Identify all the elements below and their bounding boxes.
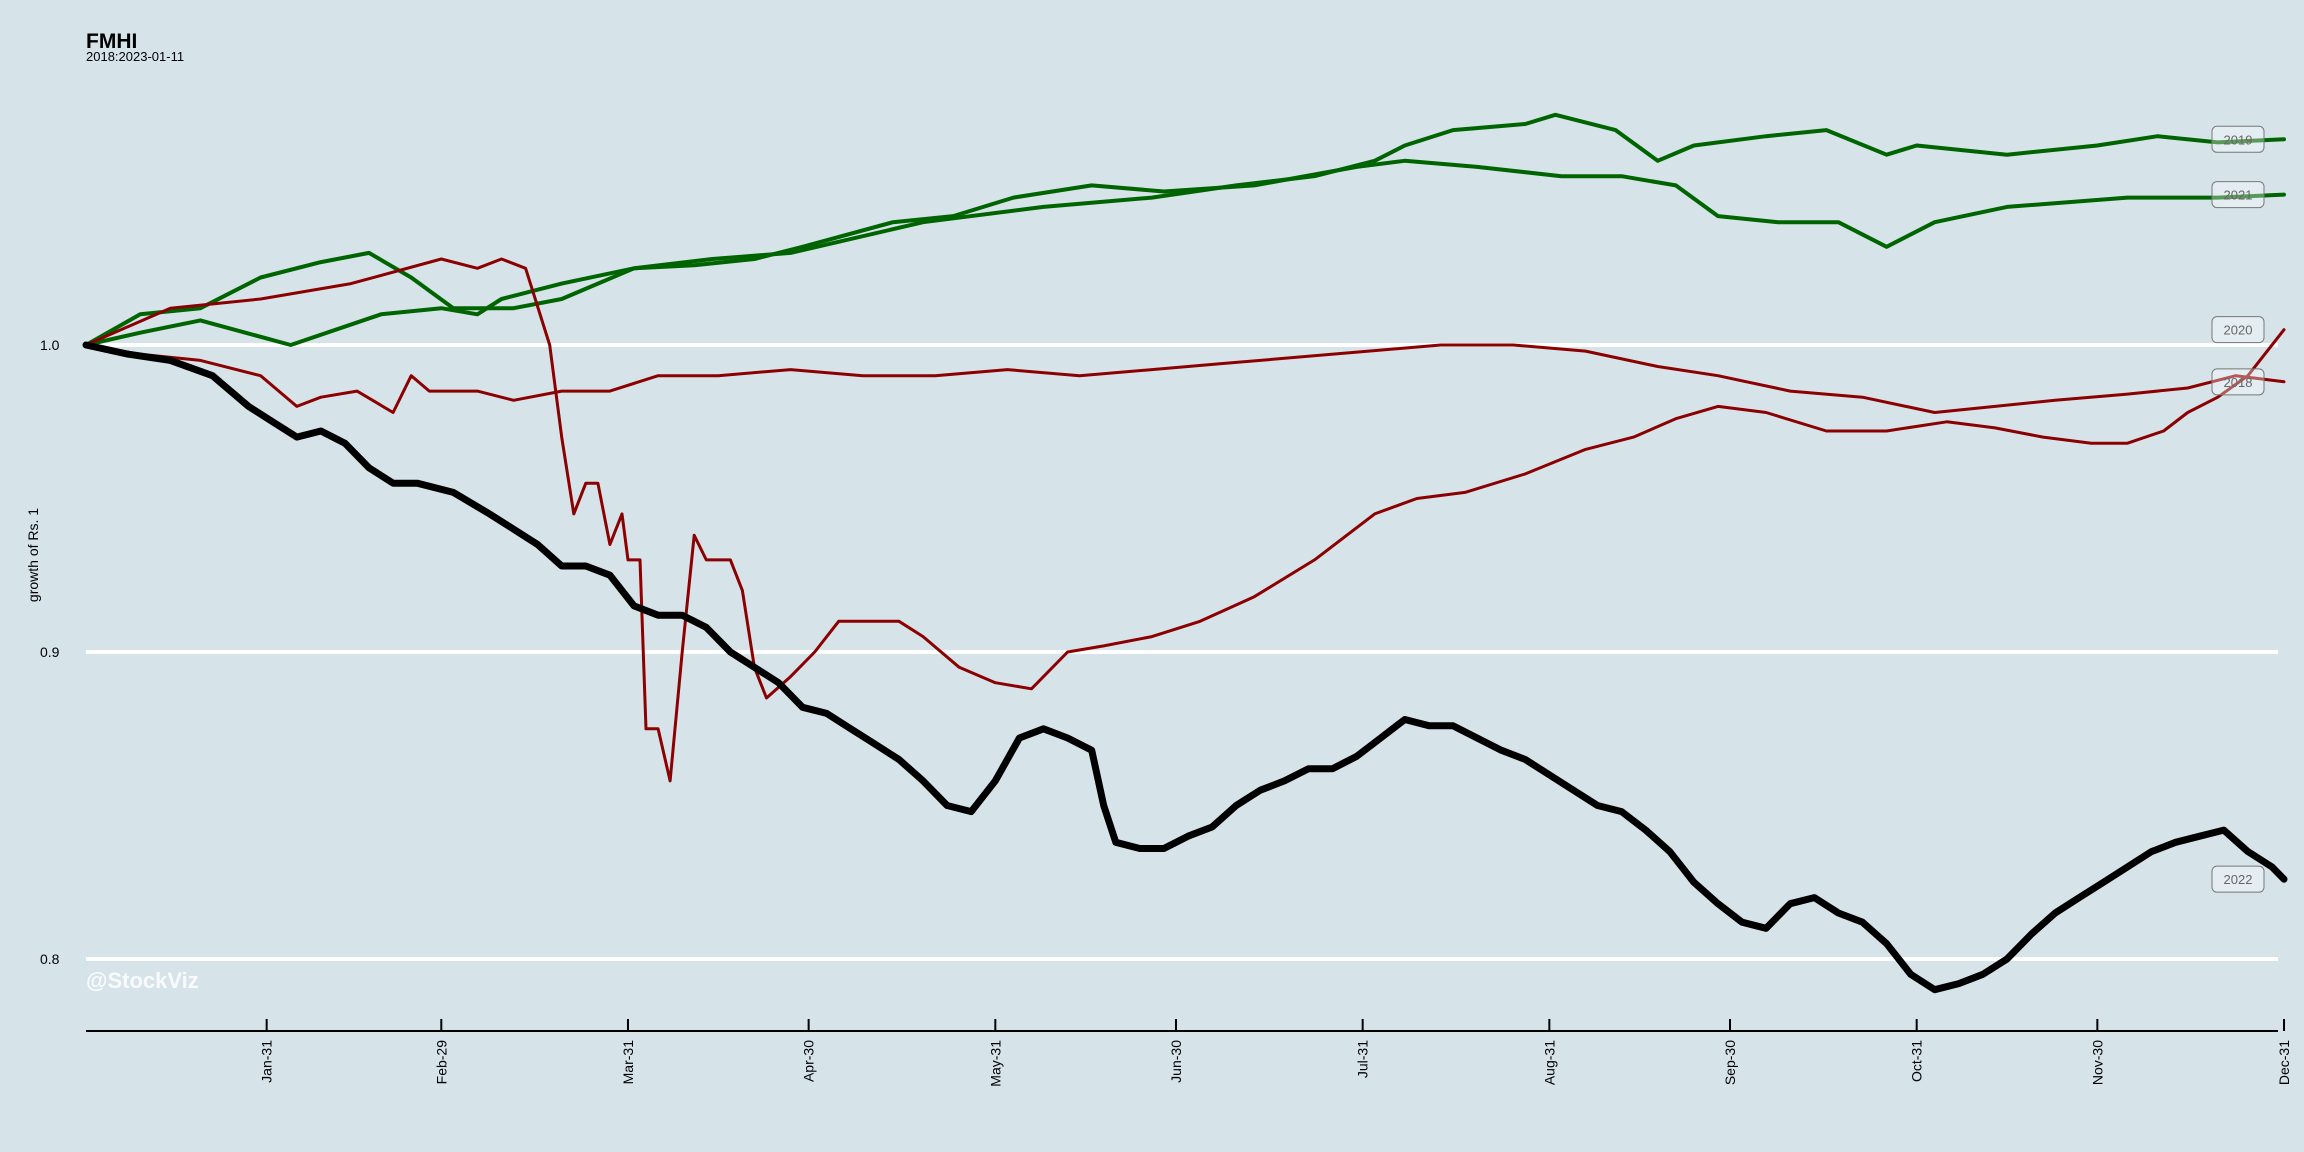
- series-label-2018: 2018: [2211, 368, 2265, 396]
- x-axis-ticks: Jan-31 Feb-29 Mar-31 Apr-30 May-31 Jun-30 Jul-…: [259, 1019, 2292, 1087]
- chart-subtitle: 2018:2023-01-11: [86, 49, 184, 64]
- series-label-text: 2018: [2224, 375, 2253, 390]
- x-tick-label: Sep-30: [1722, 1040, 1738, 1085]
- series-label-2019: 2019: [2211, 125, 2265, 153]
- series-line-2022: [82, 341, 2288, 994]
- gridlines: [86, 343, 2278, 961]
- y-tick-label: 0.9: [40, 644, 60, 660]
- series-label-text: 2020: [2224, 323, 2253, 338]
- x-tick-label: Dec-31: [2276, 1040, 2292, 1085]
- y-axis-label: growth of Rs. 1: [25, 508, 41, 602]
- series-end-labels: 2019 2021 2020 2018 2022: [2211, 125, 2265, 893]
- x-tick-label: Apr-30: [801, 1040, 817, 1082]
- x-tick-label: Nov-30: [2089, 1040, 2105, 1085]
- x-tick-label: Jan-31: [259, 1040, 275, 1083]
- series-label-box: [2211, 125, 2265, 153]
- x-tick-label: Mar-31: [620, 1040, 636, 1085]
- series-label-2022: 2022: [2211, 865, 2265, 893]
- series-lines: [82, 112, 2288, 994]
- series-label-box: [2211, 368, 2265, 396]
- x-tick-label: Jul-31: [1355, 1040, 1371, 1078]
- x-tick-label: Jun-30: [1168, 1040, 1184, 1083]
- series-label-2021: 2021: [2211, 181, 2265, 209]
- series-label-text: 2021: [2224, 188, 2253, 203]
- y-tick-label: 0.8: [40, 951, 60, 967]
- series-line-2020: [84, 257, 2286, 783]
- series-label-2020: 2020: [2211, 316, 2265, 344]
- series-line-2018: [84, 343, 2286, 414]
- series-label-box: [2211, 865, 2265, 893]
- x-tick-label: May-31: [987, 1040, 1003, 1087]
- x-tick-label: Feb-29: [433, 1040, 449, 1085]
- series-label-box: [2211, 181, 2265, 209]
- series-label-text: 2019: [2224, 132, 2253, 147]
- y-axis-ticks: 0.8 0.9 1.0: [40, 337, 60, 967]
- y-tick-label: 1.0: [40, 337, 60, 353]
- watermark: @StockViz: [86, 968, 199, 993]
- x-tick-label: Oct-31: [1909, 1040, 1925, 1082]
- x-tick-label: Aug-31: [1541, 1040, 1557, 1085]
- series-label-box: [2211, 316, 2265, 344]
- series-label-text: 2022: [2224, 872, 2253, 887]
- series-line-2021: [84, 158, 2286, 347]
- chart-title: FMHI: [86, 30, 137, 53]
